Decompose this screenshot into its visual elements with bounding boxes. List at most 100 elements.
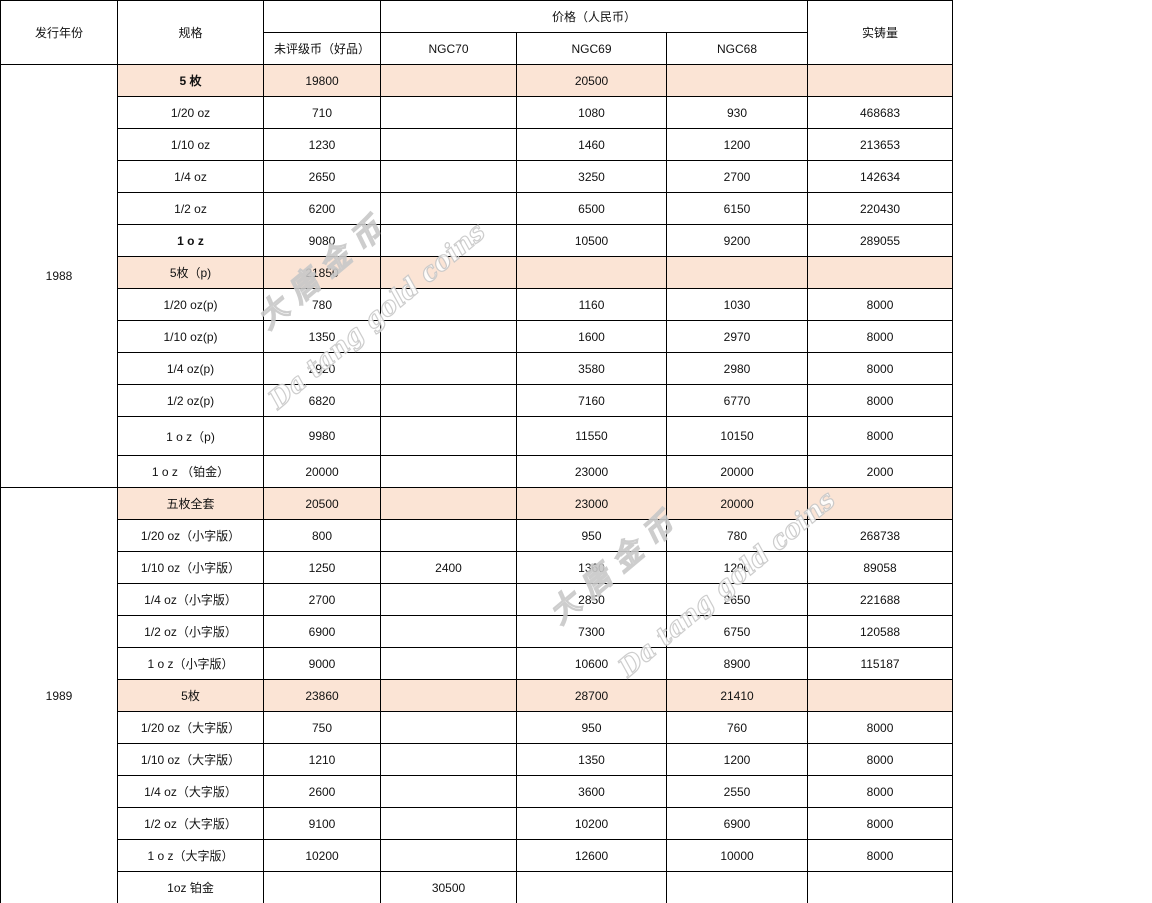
value-cell: 8000: [807, 711, 954, 744]
value-cell: 930: [665, 96, 809, 129]
value-cell: 1200: [665, 128, 809, 161]
table-row: 1/10 oz 1230 1460 1200 213653: [1, 128, 954, 161]
spec-cell: 1/2 oz(p): [117, 384, 264, 417]
table-row: 1/2 oz(p) 6820 7160 6770 8000: [1, 384, 954, 417]
table-row: 1 o z 9080 10500 9200 289055: [1, 224, 954, 257]
value-cell: 3580: [516, 352, 667, 385]
value-cell: [380, 519, 517, 552]
value-cell: 2400: [380, 551, 517, 584]
value-cell: 2650: [263, 160, 381, 193]
value-cell: 2650: [665, 583, 809, 616]
value-cell: 9080: [263, 224, 381, 257]
value-cell: 8000: [807, 743, 954, 776]
value-cell: 6900: [263, 615, 381, 648]
value-cell: 950: [516, 519, 667, 552]
value-cell: 2850: [516, 583, 667, 616]
value-cell: 9000: [263, 647, 381, 680]
value-cell: 2000: [807, 455, 954, 488]
value-cell: 800: [263, 519, 381, 552]
year-cell: 1989: [0, 487, 118, 903]
spec-cell: 1/2 oz: [117, 192, 264, 225]
value-cell: 289055: [807, 224, 954, 257]
value-cell: [516, 871, 667, 903]
table-row: 1 o z（小字版） 9000 10600 8900 115187: [1, 647, 954, 680]
value-cell: 19800: [263, 64, 381, 97]
value-cell: 1230: [263, 128, 381, 161]
value-cell: 23000: [516, 487, 667, 520]
value-cell: 8000: [807, 416, 954, 456]
value-cell: 1460: [516, 128, 667, 161]
spec-cell: 1/10 oz（小字版）: [117, 551, 264, 584]
spec-cell: 1/2 oz（大字版）: [117, 807, 264, 840]
value-cell: 89058: [807, 551, 954, 584]
value-cell: 6900: [665, 807, 809, 840]
value-cell: [380, 96, 517, 129]
value-cell: 1200: [665, 551, 809, 584]
spec-cell: 1/20 oz: [117, 96, 264, 129]
value-cell: 2980: [665, 352, 809, 385]
value-cell: [380, 743, 517, 776]
spec-cell: 1/10 oz: [117, 128, 264, 161]
table-row: 1/10 oz(p) 1350 1600 2970 8000: [1, 320, 954, 353]
value-cell: 3600: [516, 775, 667, 808]
spec-cell: 1/4 oz（小字版）: [117, 583, 264, 616]
spec-cell: 1/4 oz（大字版）: [117, 775, 264, 808]
value-cell: [380, 224, 517, 257]
value-cell: 213653: [807, 128, 954, 161]
value-cell: 9980: [263, 416, 381, 456]
value-cell: 1200: [665, 743, 809, 776]
value-cell: 6770: [665, 384, 809, 417]
value-cell: 268738: [807, 519, 954, 552]
value-cell: 220430: [807, 192, 954, 225]
value-cell: 1080: [516, 96, 667, 129]
table-row: 1/4 oz(p) 2920 3580 2980 8000: [1, 352, 954, 385]
table-row: 1/10 oz（大字版） 1210 1350 1200 8000: [1, 743, 954, 776]
value-cell: [380, 839, 517, 872]
value-cell: [380, 288, 517, 321]
value-cell: [380, 384, 517, 417]
spec-cell: 1/20 oz(p): [117, 288, 264, 321]
value-cell: 8000: [807, 352, 954, 385]
spec-cell: 五枚全套: [117, 487, 264, 520]
table-row: 1 o z（大字版） 10200 12600 10000 8000: [1, 839, 954, 872]
value-cell: 6200: [263, 192, 381, 225]
header-cell: NGC70: [380, 32, 517, 65]
value-cell: 2550: [665, 775, 809, 808]
value-cell: 1160: [516, 288, 667, 321]
value-cell: [807, 256, 954, 289]
value-cell: 20000: [665, 487, 809, 520]
table-row: 1/10 oz（小字版） 1250 2400 1360 1200 89058: [1, 551, 954, 584]
table-row: 1988 5 枚 19800 20500: [0, 64, 954, 488]
spec-cell: 5枚: [117, 679, 264, 712]
value-cell: [380, 455, 517, 488]
value-cell: 1350: [516, 743, 667, 776]
spec-cell: 1 o z（小字版）: [117, 647, 264, 680]
table-row: 5枚 23860 28700 21410: [1, 679, 954, 712]
table-row: 1/4 oz（大字版） 2600 3600 2550 8000: [1, 775, 954, 808]
value-cell: 1210: [263, 743, 381, 776]
value-cell: 1030: [665, 288, 809, 321]
year-cell: 1988: [0, 64, 118, 488]
value-cell: 8000: [807, 384, 954, 417]
value-cell: 6750: [665, 615, 809, 648]
value-cell: [380, 615, 517, 648]
value-cell: 2700: [665, 160, 809, 193]
table-row: 1/20 oz（大字版） 750 950 760 8000: [1, 711, 954, 744]
value-cell: 8000: [807, 775, 954, 808]
table-row: 1/2 oz（大字版） 9100 10200 6900 8000: [1, 807, 954, 840]
value-cell: [380, 679, 517, 712]
value-cell: 1250: [263, 551, 381, 584]
header-cell: 价格（人民币）: [379, 0, 809, 33]
value-cell: 1350: [263, 320, 381, 353]
value-cell: [380, 487, 517, 520]
spec-cell: 1/4 oz: [117, 160, 264, 193]
value-cell: 20500: [263, 487, 381, 520]
value-cell: 780: [665, 519, 809, 552]
value-cell: 20000: [263, 455, 381, 488]
spec-cell: 1/4 oz(p): [117, 352, 264, 385]
value-cell: 468683: [807, 96, 954, 129]
spec-cell: 5枚（p): [117, 256, 264, 289]
value-cell: 21410: [665, 679, 809, 712]
value-cell: 10600: [516, 647, 667, 680]
value-cell: 20000: [665, 455, 809, 488]
